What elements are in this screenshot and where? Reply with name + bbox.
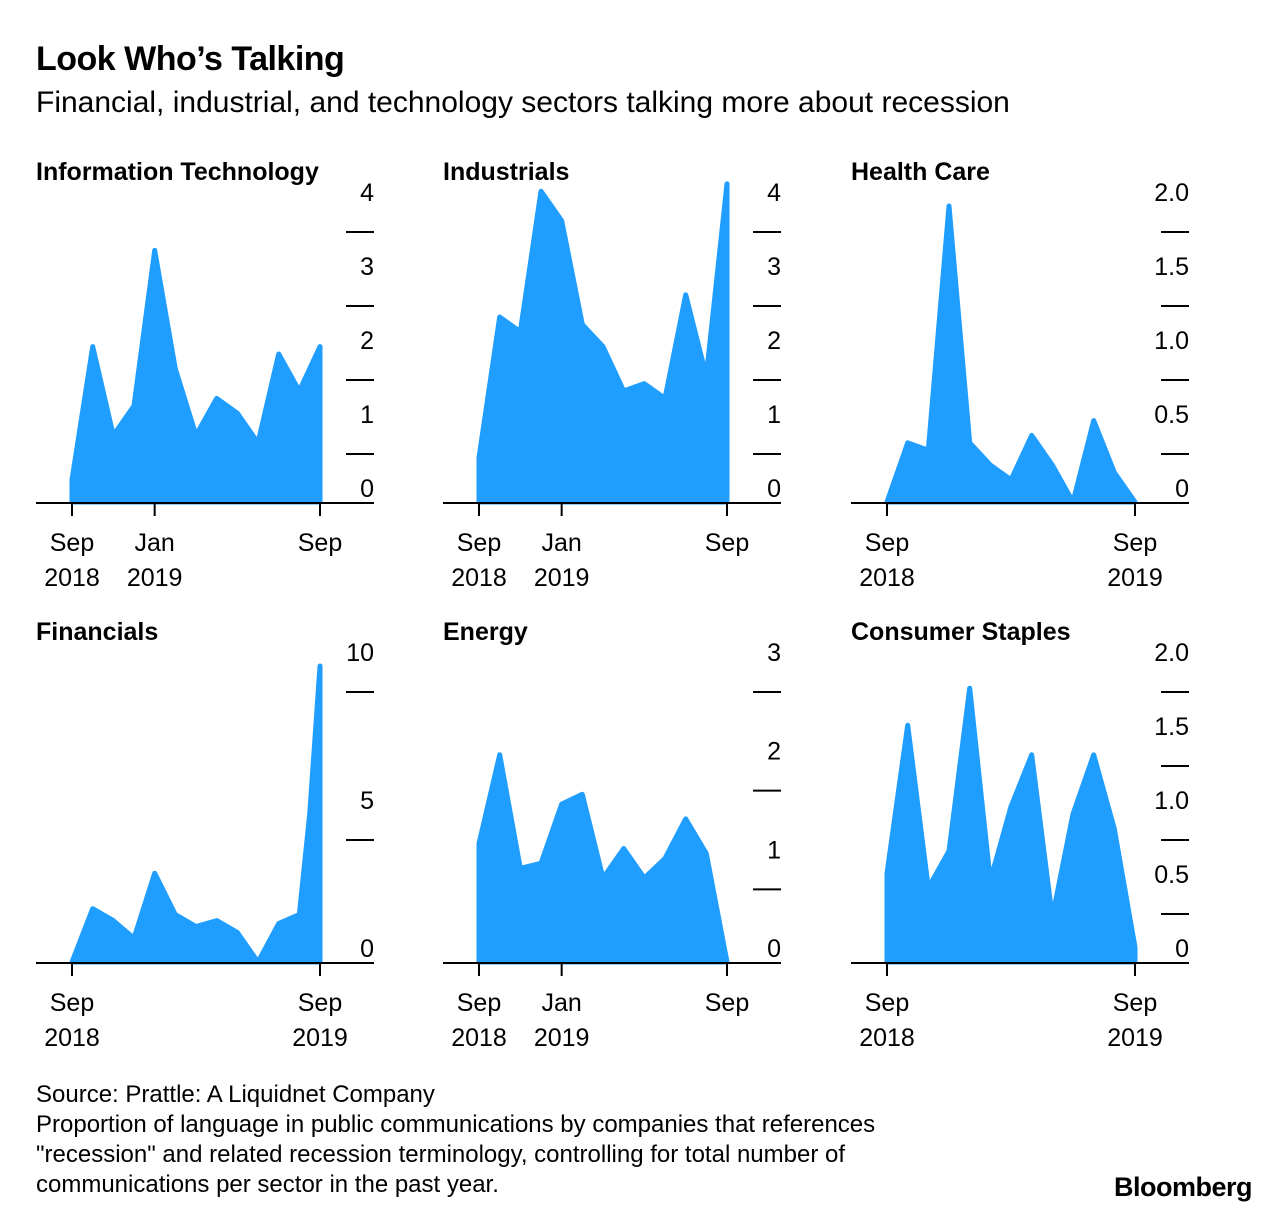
y-tick-label: 0.5 xyxy=(1154,401,1189,429)
x-tick-label: 2018 xyxy=(859,1024,915,1050)
y-tick-label: 1.5 xyxy=(1154,253,1189,281)
area-series-industrials xyxy=(476,181,730,505)
panel-financials: Financials 0 5 10 Sep 2018 Sep 2019 xyxy=(36,610,396,1050)
panel-title: Health Care xyxy=(851,158,990,186)
x-tick-label: Sep xyxy=(1113,529,1157,557)
x-tick-label: 2018 xyxy=(44,564,100,590)
y-tick-label: 1.0 xyxy=(1154,787,1189,815)
x-tick-label: 2019 xyxy=(1107,564,1163,590)
y-tick-label: 2.0 xyxy=(1154,179,1189,207)
x-tick-label: 2019 xyxy=(292,1024,348,1050)
chart-industrials: Industrials 0 1 2 3 4 Sep 2018 Jan 2019 Sep xyxy=(443,158,781,590)
x-tick-label: Sep xyxy=(298,529,342,557)
y-tick-label: 3 xyxy=(360,253,374,281)
area-series-information-technology xyxy=(69,247,323,505)
y-tick-label: 5 xyxy=(360,787,374,815)
y-tick-label: 2 xyxy=(767,327,781,355)
footnote-line-2: "recession" and related recession termin… xyxy=(36,1141,846,1168)
x-tick-label: Jan xyxy=(542,989,582,1017)
panel-title: Financials xyxy=(36,618,158,646)
x-tick-label: 2018 xyxy=(451,1024,507,1050)
x-tick-label: 2018 xyxy=(44,1024,100,1050)
x-tick-label: 2019 xyxy=(127,564,183,590)
x-tick-label: 2018 xyxy=(859,564,915,590)
x-tick-label: Sep xyxy=(457,529,501,557)
y-tick-label: 2 xyxy=(767,738,781,766)
y-tick-label: 0 xyxy=(1175,475,1189,503)
x-tick-label: Sep xyxy=(298,989,342,1017)
panel-consumer-staples: Consumer Staples 0 0.5 1.0 1.5 2.0 Sep 2018 Sep 2… xyxy=(851,610,1211,1050)
source-note: Source: Prattle: A Liquidnet Company xyxy=(36,1081,435,1108)
panel-title: Consumer Staples xyxy=(851,618,1071,646)
y-tick-label: 3 xyxy=(767,639,781,667)
y-tick-label: 0 xyxy=(360,475,374,503)
panel-industrials: Industrials 0 1 2 3 4 Sep 2018 Jan 2019 Sep xyxy=(443,150,803,590)
area-series-energy xyxy=(476,752,730,965)
x-tick-label: Sep xyxy=(865,529,909,557)
y-tick-label: 0.5 xyxy=(1154,861,1189,889)
x-tick-label: Sep xyxy=(865,989,909,1017)
panel-information-technology: Information Technology 0 1 2 3 4 Sep 2018 Jan 201… xyxy=(36,150,396,590)
chart-subtitle: Financial, industrial, and technology se… xyxy=(36,86,1010,119)
chart-financials: Financials 0 5 10 Sep 2018 Sep 2019 xyxy=(36,618,374,1050)
area-series-financials xyxy=(69,663,323,965)
x-tick-label: Jan xyxy=(542,529,582,557)
panel-title: Industrials xyxy=(443,158,569,186)
y-tick-label: 0 xyxy=(767,475,781,503)
x-tick-label: Sep xyxy=(705,529,749,557)
x-tick-label: 2019 xyxy=(534,1024,590,1050)
y-tick-label: 1.0 xyxy=(1154,327,1189,355)
x-tick-label: Sep xyxy=(50,529,94,557)
x-tick-label: Sep xyxy=(1113,989,1157,1017)
panel-title: Energy xyxy=(443,618,528,646)
x-tick-label: Sep xyxy=(705,989,749,1017)
footer-notes: Source: Prattle: A Liquidnet Company Pro… xyxy=(36,1080,1016,1200)
bloomberg-logo: Bloomberg xyxy=(1113,1172,1253,1202)
x-tick-label: 2019 xyxy=(534,564,590,590)
chart-consumer-staples: Consumer Staples 0 0.5 1.0 1.5 2.0 Sep 2018 Sep 2… xyxy=(851,618,1189,1050)
chart-energy: Energy 0 1 2 3 Sep 2018 Jan 2019 Sep xyxy=(443,618,781,1050)
footnote-line-3: communications per sector in the past ye… xyxy=(36,1171,499,1198)
panel-health-care: Health Care 0 0.5 1.0 1.5 2.0 Sep 2018 Sep 2019 xyxy=(851,150,1211,590)
y-tick-label: 10 xyxy=(346,639,374,667)
x-tick-label: Sep xyxy=(457,989,501,1017)
x-tick-label: 2018 xyxy=(451,564,507,590)
chart-information-technology: Information Technology 0 1 2 3 4 Sep 2018 Jan 201… xyxy=(36,158,374,590)
panel-title: Information Technology xyxy=(36,158,319,186)
y-tick-label: 1.5 xyxy=(1154,713,1189,741)
y-tick-label: 1 xyxy=(360,401,374,429)
chart-health-care: Health Care 0 0.5 1.0 1.5 2.0 Sep 2018 Sep 2019 xyxy=(851,158,1189,590)
footnote-line-1: Proportion of language in public communi… xyxy=(36,1111,876,1138)
chart-title: Look Who’s Talking xyxy=(36,40,345,78)
y-tick-label: 3 xyxy=(767,253,781,281)
y-tick-label: 1 xyxy=(767,401,781,429)
x-tick-label: 2019 xyxy=(1107,1024,1163,1050)
y-tick-label: 0 xyxy=(767,935,781,963)
y-tick-label: 0 xyxy=(360,935,374,963)
y-tick-label: 0 xyxy=(1175,935,1189,963)
panel-energy: Energy 0 1 2 3 Sep 2018 Jan 2019 Sep xyxy=(443,610,803,1050)
y-tick-label: 2 xyxy=(360,327,374,355)
x-tick-label: Jan xyxy=(135,529,175,557)
area-series-health-care xyxy=(884,203,1138,505)
y-tick-label: 4 xyxy=(767,179,781,207)
y-tick-label: 2.0 xyxy=(1154,639,1189,667)
area-series-consumer-staples xyxy=(884,685,1138,965)
x-tick-label: Sep xyxy=(50,989,94,1017)
y-tick-label: 1 xyxy=(767,836,781,864)
y-tick-label: 4 xyxy=(360,179,374,207)
